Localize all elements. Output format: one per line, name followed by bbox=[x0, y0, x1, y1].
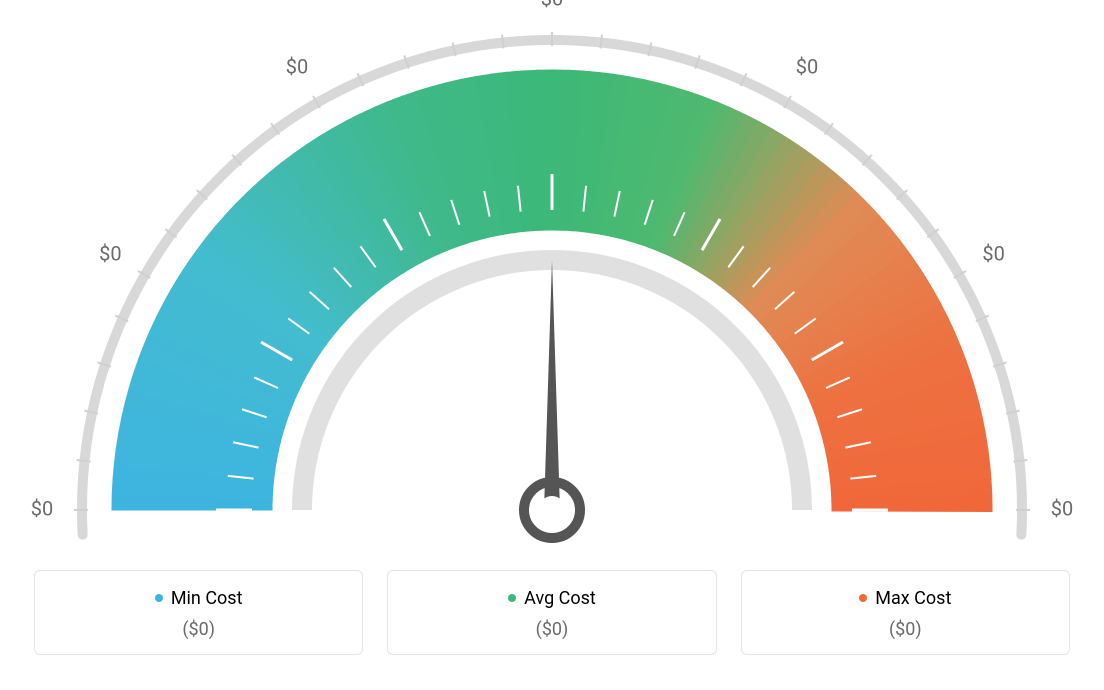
legend-card-max: Max Cost ($0) bbox=[741, 570, 1070, 655]
legend-row: Min Cost ($0) Avg Cost ($0) Max Cost ($0… bbox=[0, 570, 1104, 655]
gauge-svg: $0 $0 $0 $0 $0 $0 $0 bbox=[0, 0, 1104, 560]
svg-text:$0: $0 bbox=[541, 0, 563, 10]
legend-label-max: Max Cost bbox=[875, 588, 951, 609]
legend-title-min: Min Cost bbox=[155, 588, 243, 609]
svg-text:$0: $0 bbox=[99, 241, 121, 265]
svg-text:$0: $0 bbox=[796, 55, 818, 79]
svg-text:$0: $0 bbox=[1051, 496, 1073, 520]
legend-value-max: ($0) bbox=[754, 619, 1057, 640]
legend-card-min: Min Cost ($0) bbox=[34, 570, 363, 655]
svg-text:$0: $0 bbox=[286, 55, 308, 79]
legend-card-avg: Avg Cost ($0) bbox=[387, 570, 716, 655]
legend-dot-avg bbox=[508, 594, 516, 602]
legend-label-avg: Avg Cost bbox=[524, 588, 596, 609]
gauge-chart: $0 $0 $0 $0 $0 $0 $0 bbox=[0, 0, 1104, 560]
svg-text:$0: $0 bbox=[982, 241, 1004, 265]
legend-value-min: ($0) bbox=[47, 619, 350, 640]
legend-value-avg: ($0) bbox=[400, 619, 703, 640]
legend-dot-max bbox=[859, 594, 867, 602]
legend-dot-min bbox=[155, 594, 163, 602]
legend-label-min: Min Cost bbox=[171, 588, 243, 609]
svg-text:$0: $0 bbox=[31, 496, 53, 520]
legend-title-avg: Avg Cost bbox=[508, 588, 596, 609]
legend-title-max: Max Cost bbox=[859, 588, 951, 609]
